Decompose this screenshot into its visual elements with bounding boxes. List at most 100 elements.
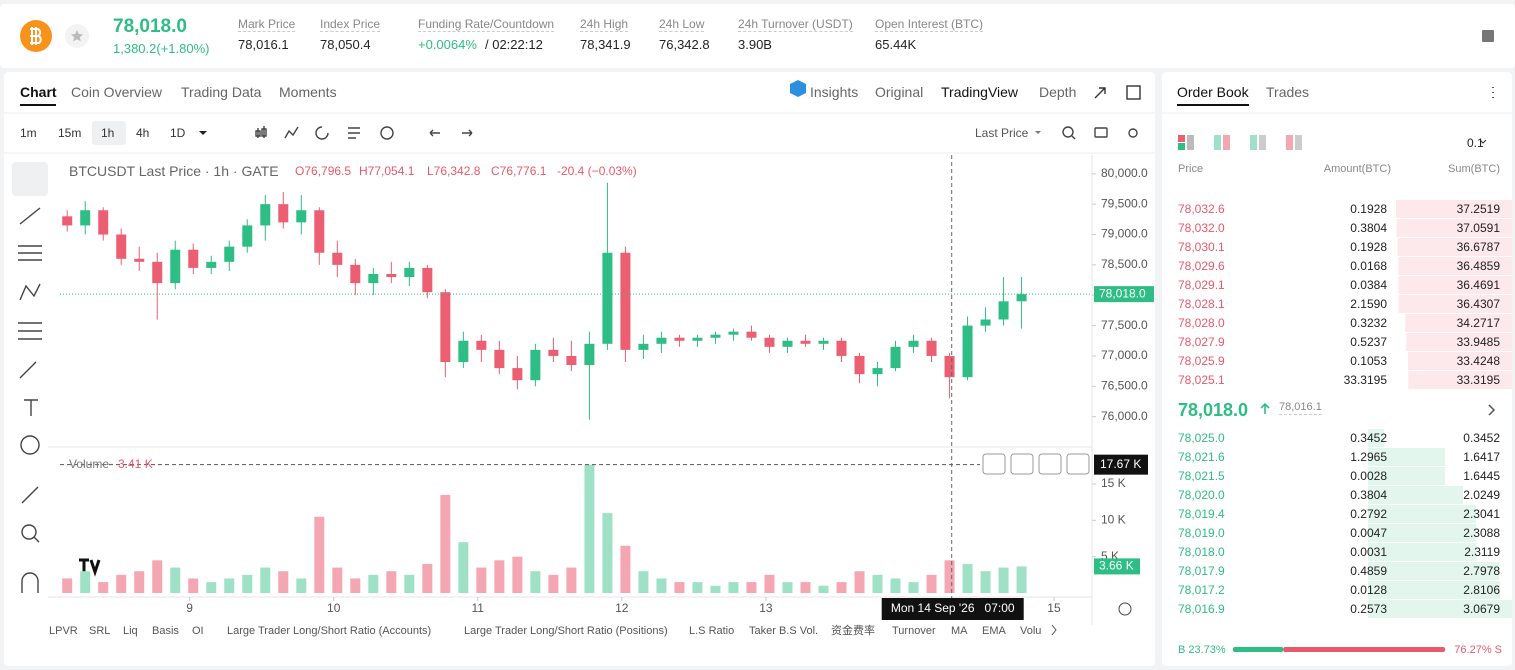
scroll-arrow[interactable] — [1051, 624, 1057, 636]
indicator[interactable]: Large Trader Long/Short Ratio (Accounts) — [227, 625, 432, 637]
candle-body — [278, 204, 289, 223]
candle-body — [962, 325, 973, 378]
x-tick-label: 12 — [615, 601, 629, 615]
indicator[interactable]: L.S Ratio — [689, 625, 735, 637]
book-amount: 0.5237 — [1350, 335, 1387, 349]
depth-bar — [1368, 543, 1477, 561]
volume-bar — [116, 574, 127, 593]
book-price: 78,021.5 — [1178, 469, 1225, 483]
depth-mode-icons[interactable] — [1178, 135, 1302, 150]
volume-bar — [476, 567, 487, 593]
indicator[interactable]: MA — [951, 625, 968, 637]
indicator[interactable]: 资金费率 — [831, 625, 875, 637]
book-sum: 37.2519 — [1456, 202, 1500, 216]
volume-bar — [890, 578, 901, 593]
view-tab[interactable]: Depth — [1039, 84, 1077, 100]
indicator[interactable]: Taker B.S Vol. — [749, 625, 819, 637]
book-price: 78,025.0 — [1178, 431, 1225, 445]
buy-ratio: B 23.73% — [1178, 644, 1226, 656]
book-price: 78,025.9 — [1178, 354, 1225, 368]
volume-bar — [656, 578, 667, 593]
volume-bar — [134, 571, 145, 593]
depth-bar — [1368, 467, 1446, 485]
column-header: Amount(BTC) — [1323, 163, 1391, 175]
interval[interactable]: 15m — [58, 126, 82, 140]
volume-bar — [80, 571, 91, 593]
indicator[interactable]: Large Trader Long/Short Ratio (Positions… — [464, 625, 668, 637]
indicator[interactable]: Volu — [1020, 625, 1042, 637]
book-price: 78,028.1 — [1178, 297, 1225, 311]
crosshair-box — [881, 598, 1024, 620]
chart-tab[interactable]: Moments — [279, 84, 337, 100]
active-tool — [12, 162, 48, 196]
candle-body — [206, 261, 217, 268]
indicator[interactable]: Turnover — [892, 625, 936, 637]
indicator[interactable]: LPVR — [49, 625, 78, 637]
view-tab[interactable]: Insights — [810, 84, 859, 100]
indicator[interactable]: Liq — [123, 625, 138, 637]
view-tab[interactable]: TradingView — [941, 84, 1019, 100]
volume-bar — [386, 571, 397, 593]
dropdown-arrow[interactable] — [1479, 139, 1487, 144]
candle-body — [1016, 294, 1027, 302]
candle-body — [116, 234, 127, 259]
stat-value: 78,341.9 — [580, 37, 631, 52]
indicator[interactable]: SRL — [89, 625, 111, 637]
candle-body — [818, 340, 829, 344]
chart-tab[interactable]: Coin Overview — [71, 84, 163, 100]
book-price: 78,019.0 — [1178, 526, 1225, 540]
pane-buttons[interactable] — [982, 453, 1090, 475]
candle-body — [386, 273, 397, 278]
book-tab[interactable]: Order Book — [1177, 84, 1249, 100]
book-sum: 2.3088 — [1463, 526, 1500, 540]
volume-bar — [422, 563, 433, 593]
price-type[interactable]: Last Price — [975, 126, 1029, 140]
x-tick-label: 13 — [759, 601, 773, 615]
volume-bar — [188, 578, 199, 593]
candle-body — [332, 252, 343, 265]
book-amount: 0.3804 — [1350, 488, 1387, 502]
volume-bar — [494, 560, 505, 593]
indicator[interactable]: OI — [192, 625, 204, 637]
volume-bar — [836, 582, 847, 593]
volume-tick-label: 15 K — [1101, 476, 1126, 490]
stat-label: Funding Rate/Countdown — [418, 17, 555, 32]
chart-tab[interactable]: Trading Data — [181, 84, 262, 100]
interval[interactable]: 4h — [136, 126, 150, 140]
settings-icon[interactable] — [1118, 602, 1132, 616]
up-arrow — [1260, 402, 1270, 414]
indicator[interactable]: Basis — [152, 625, 179, 637]
volume-bar — [512, 556, 523, 593]
dropdown-arrow[interactable] — [199, 131, 207, 135]
book-price: 78,018.0 — [1178, 545, 1225, 559]
depth-bar — [1407, 352, 1512, 370]
window-icon[interactable] — [1126, 85, 1141, 100]
view-tab[interactable]: Original — [875, 84, 924, 100]
ohlc-value: H77,054.1 — [359, 164, 415, 178]
depth-bar — [1368, 429, 1385, 447]
book-sum: 0.3452 — [1463, 431, 1500, 445]
mid-chevron[interactable] — [1488, 404, 1496, 416]
expand-icon[interactable] — [1094, 87, 1106, 99]
precision[interactable]: 0.1 — [1467, 136, 1484, 150]
book-amount: 0.3452 — [1350, 431, 1387, 445]
interval[interactable]: 1D — [170, 126, 186, 140]
ohlc-value: O76,796.5 — [295, 164, 352, 178]
candle-body — [188, 249, 199, 268]
book-price: 78,029.1 — [1178, 278, 1225, 292]
indicator[interactable]: EMA — [982, 625, 1006, 637]
depth-bar — [1396, 200, 1512, 218]
chart-tab[interactable]: Chart — [20, 84, 57, 100]
volume-title: Volume — [69, 457, 110, 471]
book-sum: 1.6417 — [1463, 450, 1500, 464]
interval[interactable]: 1h — [101, 126, 115, 140]
y-tick-label: 80,000.0 — [1101, 166, 1148, 180]
book-tab[interactable]: Trades — [1266, 84, 1310, 100]
dropdown-arrow[interactable] — [1035, 131, 1041, 134]
stat-label: Mark Price — [238, 17, 296, 32]
depth-bar — [1396, 219, 1512, 237]
candle-body — [62, 216, 73, 226]
interval[interactable]: 1m — [20, 126, 37, 140]
book-icon[interactable] — [1482, 30, 1494, 42]
